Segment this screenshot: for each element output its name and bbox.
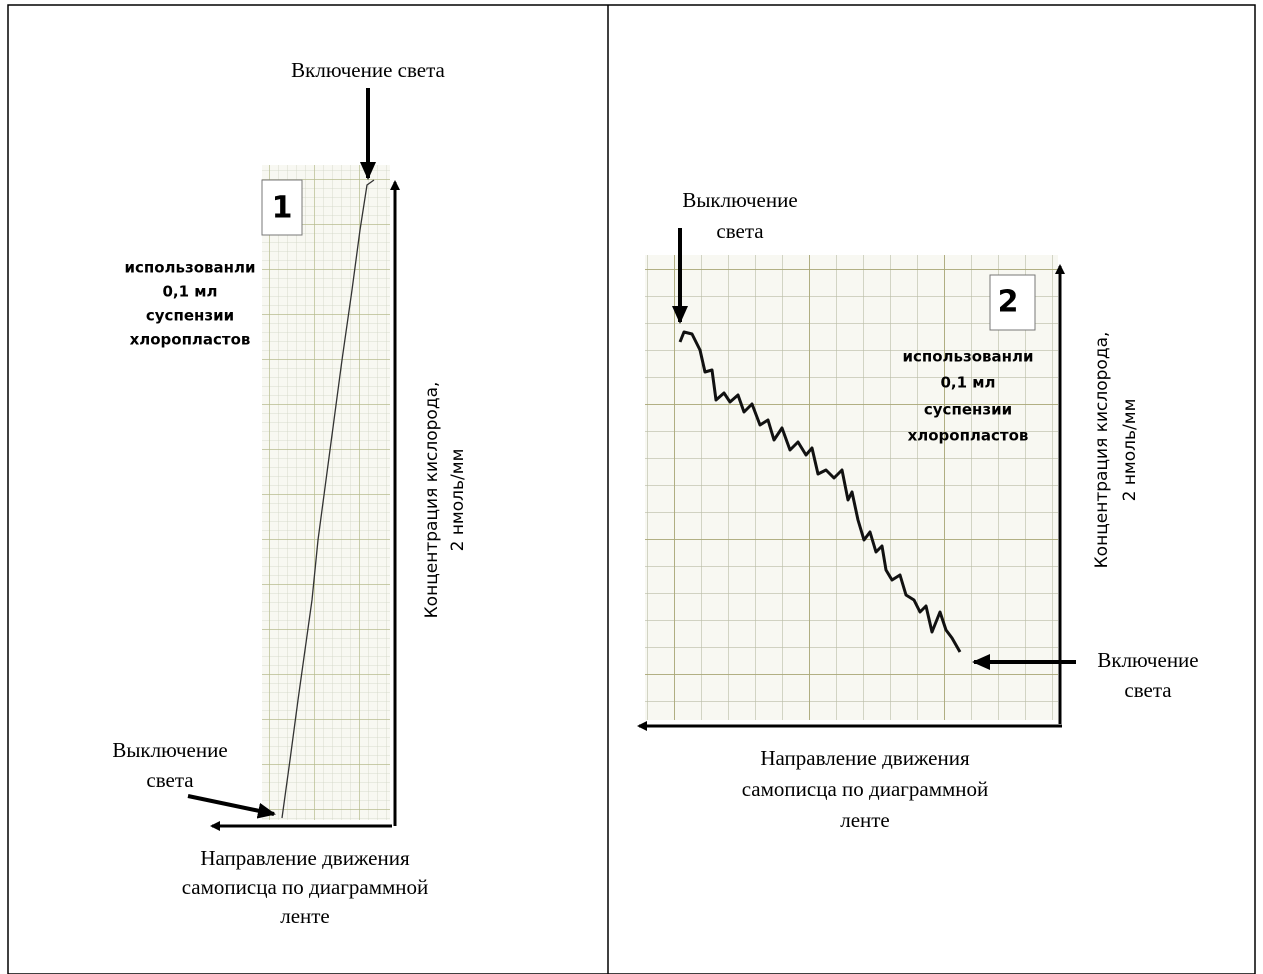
- x-axis-label: самописца по диаграммной: [182, 875, 429, 899]
- x-axis-label: Направление движения: [200, 846, 410, 870]
- light-off: Выключение: [112, 738, 227, 762]
- light-on: Включение: [1097, 648, 1198, 672]
- light-off: света: [146, 768, 194, 792]
- frame: [8, 5, 1255, 974]
- panel-number: 2: [998, 285, 1019, 320]
- note: хлоропластов: [908, 427, 1029, 445]
- y-axis-label: 2 нмоль/мм: [448, 449, 468, 552]
- note: 0,1 мл: [940, 374, 995, 392]
- y-axis-label: 2 нмоль/мм: [1120, 399, 1140, 502]
- figure: 1 Включение света использованли 0,1 мл с…: [0, 0, 1263, 974]
- panel-2: 2 Выключение света использованли 0,1 мл …: [639, 188, 1199, 832]
- x-axis-label: Направление движения: [760, 746, 970, 770]
- note: суспензии: [146, 307, 234, 325]
- light-off: Выключение: [682, 188, 797, 212]
- note: использованли: [902, 348, 1033, 366]
- y-axis-label: Концентрация кислорода,: [422, 382, 442, 619]
- y-axis-label: Концентрация кислорода,: [1092, 332, 1112, 569]
- light-on: света: [1124, 678, 1172, 702]
- panel-1: 1 Включение света использованли 0,1 мл с…: [112, 58, 468, 928]
- light-on: Включение света: [291, 58, 445, 82]
- x-axis-label: самописца по диаграммной: [742, 777, 989, 801]
- panel-number: 1: [272, 191, 293, 226]
- note: суспензии: [924, 401, 1012, 419]
- x-axis-label: ленте: [840, 808, 890, 832]
- grid: [262, 165, 390, 820]
- light-off: света: [716, 219, 764, 243]
- note: 0,1 мл: [162, 283, 217, 301]
- note: использованли: [124, 259, 255, 277]
- arrow: [188, 796, 274, 814]
- x-axis-label: ленте: [280, 904, 330, 928]
- note: хлоропластов: [130, 331, 251, 349]
